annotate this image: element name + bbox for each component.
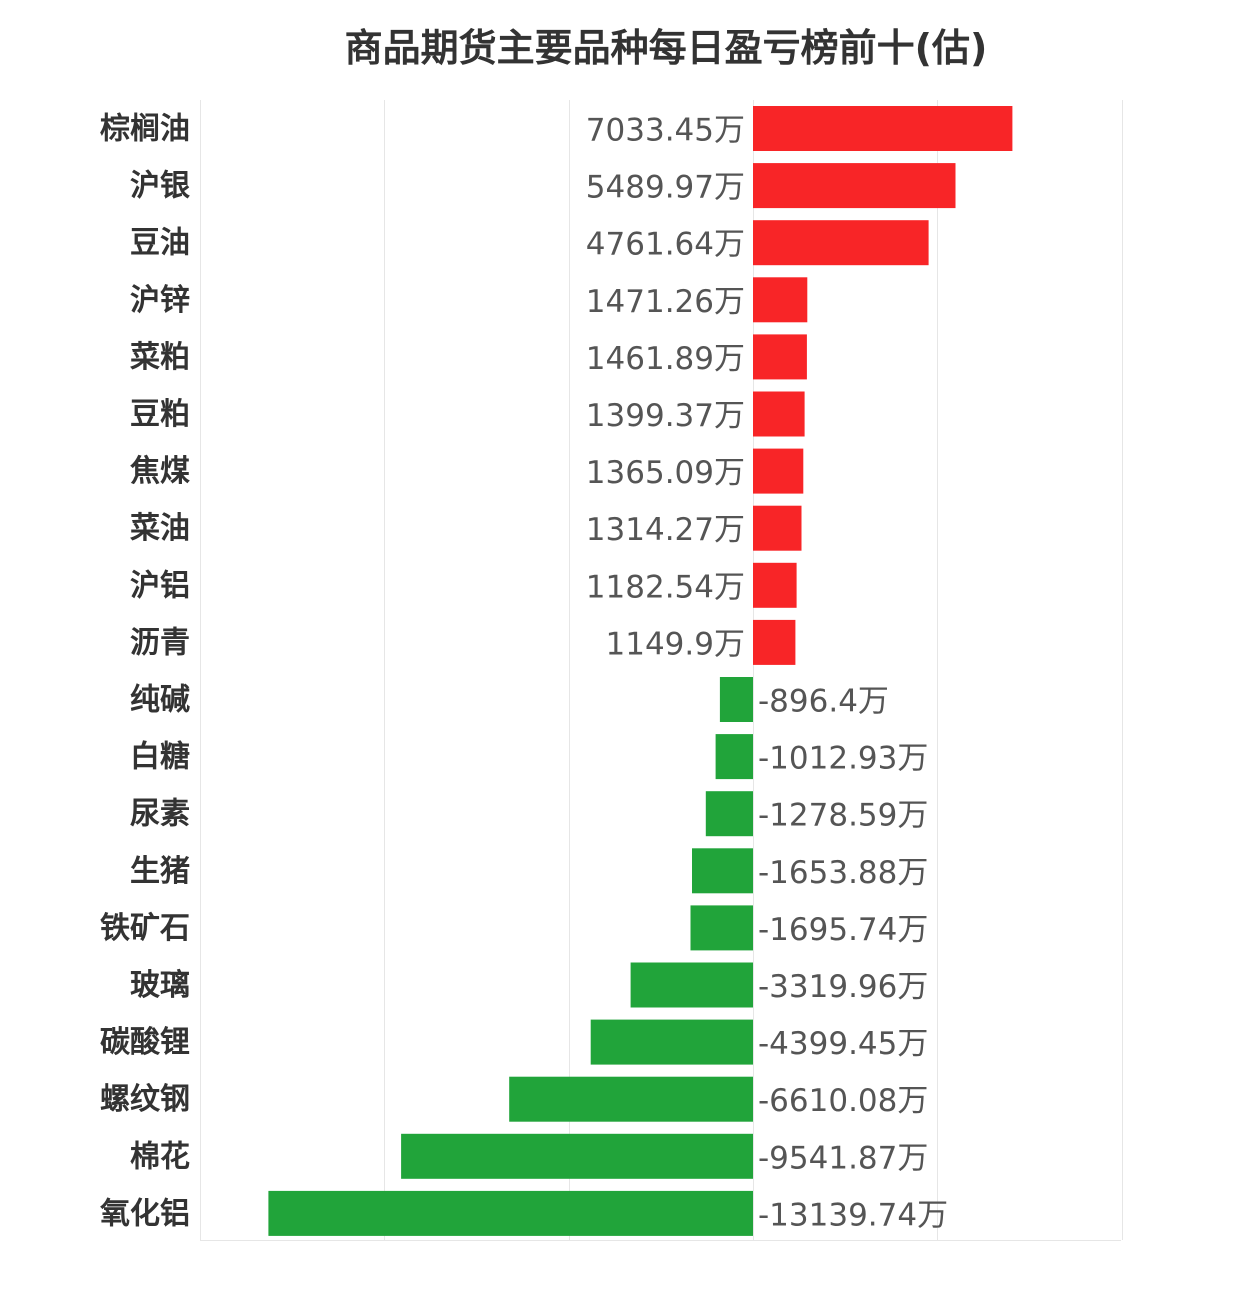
category-label: 豆油	[130, 226, 190, 261]
value-labels: 7033.45万 5489.97万 4761.64万 1471.26万 1461.89万…	[586, 113, 948, 1234]
value-label: 1471.26万	[586, 284, 745, 320]
category-label: 棕榈油	[100, 112, 190, 147]
category-label: 菜油	[130, 511, 190, 546]
category-label: 白糖	[130, 740, 190, 775]
bar-loss	[692, 848, 753, 894]
chart-title: 商品期货主要品种每日盈亏榜前十(估)	[345, 26, 988, 70]
bar-profit	[753, 277, 808, 323]
value-label: 1399.37万	[586, 398, 745, 434]
category-label: 沥青	[130, 625, 190, 660]
bar-loss	[719, 677, 753, 722]
category-label: 氧化铝	[100, 1196, 190, 1231]
bar-profit	[753, 106, 1013, 151]
value-label: 1365.09万	[586, 455, 745, 491]
category-label: 生猪	[130, 854, 190, 889]
bar-profit	[753, 391, 805, 437]
bar-loss	[401, 1133, 753, 1179]
bar-profit	[753, 163, 956, 209]
value-label: -1695.74万	[758, 912, 928, 948]
bar-loss	[509, 1076, 753, 1122]
value-label: 5489.97万	[586, 170, 745, 206]
category-label: 尿素	[130, 797, 190, 832]
category-label: 碳酸锂	[100, 1025, 190, 1060]
value-label: 1314.27万	[586, 512, 745, 548]
category-label: 沪银	[130, 169, 190, 204]
category-label: 豆粕	[130, 397, 190, 432]
value-label: -9541.87万	[758, 1140, 928, 1176]
bar-profit	[753, 505, 802, 551]
value-label: -13139.74万	[758, 1197, 948, 1233]
category-label: 菜粕	[130, 340, 190, 375]
bar-loss	[268, 1190, 753, 1236]
value-label: -6610.08万	[758, 1083, 928, 1119]
bar-profit	[753, 334, 807, 380]
value-label: 7033.45万	[586, 113, 745, 149]
value-label: 4761.64万	[586, 227, 745, 263]
category-label: 螺纹钢	[100, 1082, 190, 1117]
bar-profit	[753, 619, 796, 665]
value-label: 1461.89万	[586, 341, 745, 377]
value-label: -1012.93万	[758, 741, 928, 777]
bar-profit	[753, 220, 929, 266]
bar-loss	[715, 734, 753, 780]
category-labels: 棕榈油沪银豆油沪锌菜粕豆粕焦煤菜油沪铝沥青纯碱白糖尿素生猪铁矿石玻璃碳酸锂螺纹钢…	[100, 112, 190, 1232]
value-label: -3319.96万	[758, 969, 928, 1005]
category-label: 沪锌	[130, 283, 190, 318]
bar-loss	[705, 791, 753, 837]
bar-loss	[590, 1019, 753, 1065]
bar-profit	[753, 562, 797, 608]
value-label: -896.4万	[758, 684, 889, 720]
category-label: 玻璃	[130, 968, 190, 1003]
bars	[268, 106, 1013, 1236]
value-label: 1182.54万	[586, 569, 745, 605]
value-label: -4399.45万	[758, 1026, 928, 1062]
value-label: 1149.9万	[606, 626, 745, 662]
bar-loss	[690, 905, 753, 951]
category-label: 沪铝	[130, 568, 190, 603]
value-label: -1278.59万	[758, 798, 928, 834]
category-label: 铁矿石	[100, 911, 190, 946]
bar-profit	[753, 448, 804, 494]
category-label: 棉花	[130, 1139, 190, 1174]
category-label: 纯碱	[130, 683, 190, 718]
gridlines	[200, 100, 1123, 1241]
category-label: 焦煤	[130, 454, 190, 489]
value-label: -1653.88万	[758, 855, 928, 891]
bar-loss	[630, 962, 753, 1008]
